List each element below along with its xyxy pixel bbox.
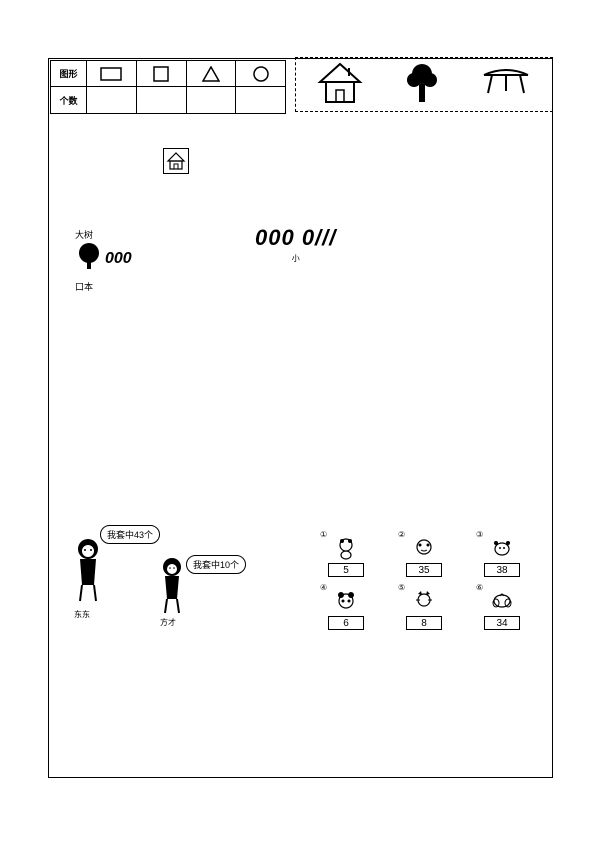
index-label: ⑤	[398, 583, 405, 592]
animal-value: 8	[406, 616, 442, 630]
house-icon	[316, 60, 364, 109]
animals-number-grid: ① 5 ② 35 ③ 38 ④ 6 ⑤ 8 ⑥ 34	[318, 530, 538, 636]
index-label: ②	[398, 530, 405, 539]
shape-triangle-icon	[187, 61, 237, 86]
index-label: ④	[320, 583, 327, 592]
index-label: ③	[476, 530, 483, 539]
tree-top-label: 大树	[75, 228, 145, 241]
animal-icon	[334, 590, 358, 614]
index-label: ①	[320, 530, 327, 539]
table-header-row: 图形	[51, 61, 285, 87]
animal-icon	[490, 537, 514, 561]
dongdong-speech-bubble: 我套中43个	[100, 525, 160, 544]
count-cell	[87, 87, 137, 113]
page-content-border	[48, 58, 553, 778]
animal-value: 5	[328, 563, 364, 577]
count-cell	[187, 87, 237, 113]
animal-value: 6	[328, 616, 364, 630]
animal-cell: ① 5	[318, 530, 374, 577]
table-icon	[480, 67, 532, 102]
animals-row: ④ 6 ⑤ 8 ⑥ 34	[318, 583, 538, 630]
girl-fangfang-icon	[154, 557, 190, 617]
tree-bottom-label: 口本	[75, 280, 145, 293]
shape-circle-icon	[236, 61, 285, 86]
animal-cell: ⑤ 8	[396, 583, 452, 630]
girl-dongdong-icon	[68, 537, 108, 607]
shapes-count-table: 图形 个数	[50, 60, 286, 114]
animal-value: 34	[484, 616, 520, 630]
count-cell	[137, 87, 187, 113]
animal-value: 38	[484, 563, 520, 577]
count-cell	[236, 87, 285, 113]
header-count-label: 个数	[51, 87, 87, 113]
seedlings-sub-label: 小	[255, 253, 336, 264]
small-house-frame	[163, 148, 189, 174]
animal-icon	[490, 590, 514, 614]
fangfang-name-label: 方才	[160, 617, 176, 628]
animal-icon	[412, 590, 436, 614]
animal-cell: ② 35	[396, 530, 452, 577]
tree-icon	[404, 60, 440, 109]
small-house-icon	[166, 151, 186, 171]
seedlings-block: 000 0/// 小	[255, 225, 336, 264]
scene-dashed-box	[295, 57, 553, 112]
tree-graphic-icon: 000	[75, 241, 145, 275]
animal-cell: ⑥ 34	[474, 583, 530, 630]
animal-value: 35	[406, 563, 442, 577]
tree-count-block: 大树 000 口本	[75, 228, 145, 293]
animals-row: ① 5 ② 35 ③ 38	[318, 530, 538, 577]
seedlings-graphic: 000 0///	[255, 225, 336, 251]
header-shape-label: 图形	[51, 61, 87, 86]
animal-cell: ③ 38	[474, 530, 530, 577]
shape-rectangle-icon	[87, 61, 137, 86]
shape-square-icon	[137, 61, 187, 86]
dongdong-name-label: 东东	[74, 609, 90, 620]
svg-text:000: 000	[105, 250, 132, 267]
animal-icon	[412, 537, 436, 561]
table-count-row: 个数	[51, 87, 285, 113]
animal-cell: ④ 6	[318, 583, 374, 630]
animal-icon	[334, 537, 358, 561]
index-label: ⑥	[476, 583, 483, 592]
fangfang-speech-bubble: 我套中10个	[186, 555, 246, 574]
